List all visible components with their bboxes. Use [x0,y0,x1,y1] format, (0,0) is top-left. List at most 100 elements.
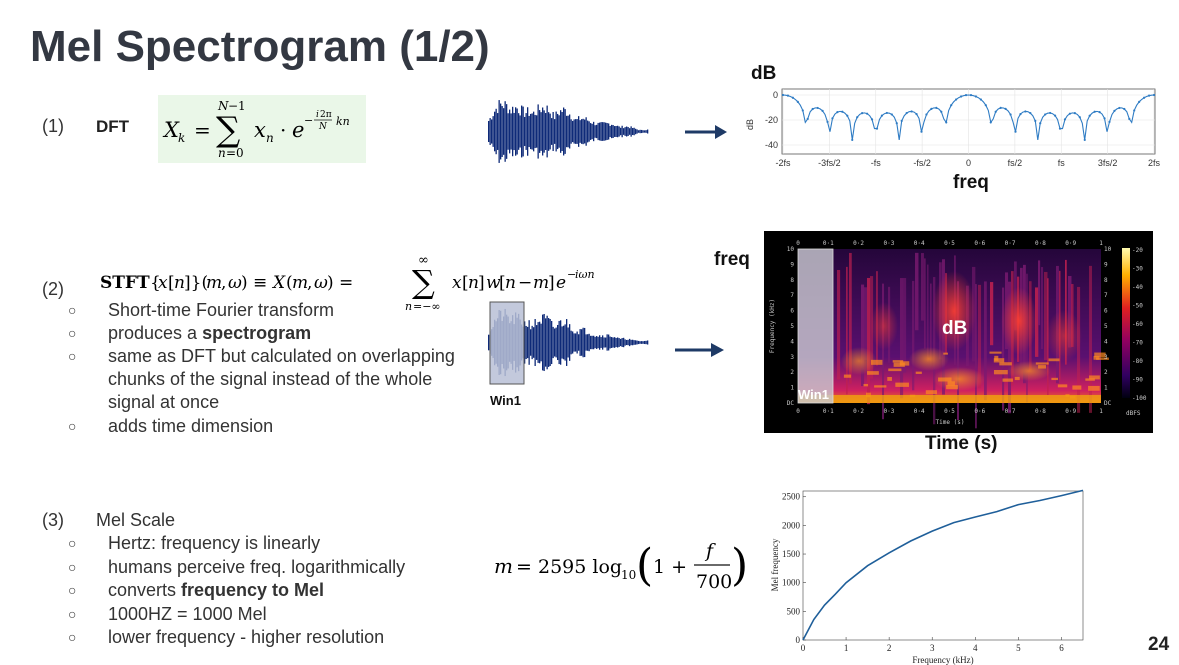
dft-sample-point [786,94,790,97]
colorbar [1122,248,1130,398]
spectrogram-y-tick: 4 [790,338,794,345]
waveform-sample [618,338,620,347]
svg-text:,: , [307,273,312,293]
spectrogram-harmonic [993,369,1008,375]
waveform-sample [602,122,604,141]
waveform-sample [518,113,520,150]
svg-text:N: N [217,99,229,113]
waveform-sample [596,124,598,139]
waveform-sample [617,125,619,138]
spectrogram-y-tick: 3 [790,354,794,361]
spectrogram-x-tick-top: 0·9 [1065,240,1076,247]
colorbar-tick: -40 [1132,284,1143,291]
waveform-sample [515,107,517,156]
waveform-sample [585,117,587,146]
waveform-sample [519,115,521,148]
svg-text:m: m [206,273,222,293]
spectrogram-x-tick: 0·9 [1065,408,1076,415]
mel-y-tick: 2500 [782,492,801,502]
waveform-sample [642,341,644,344]
mel-formula: m = 2595 log 10 ( 1 + f 700 ) [494,540,748,593]
dft-sample-point [1014,130,1017,133]
dft-sample-point [1049,111,1052,115]
dft-sample-point [1118,106,1121,110]
spectrogram-y-tick: 1 [790,385,794,392]
waveform-sample [560,320,562,365]
svg-text:∞: ∞ [418,253,429,268]
dft-sample-point [974,95,978,98]
dft-sample-point [930,107,933,110]
waveform-sample [533,327,535,358]
mel-x-tick: 4 [973,643,978,653]
waveform-sample [587,334,589,351]
waveform-sample [575,119,577,144]
spectrogram-y-tick: 8 [790,277,794,284]
dft-x-tick: -fs/2 [913,158,931,168]
waveform-sample [491,119,493,144]
spectrogram-streak [900,278,904,399]
dft-sample-point [1024,110,1027,113]
section-2-number: (2) [42,279,64,299]
section-1-label: DFT [96,117,130,136]
waveform-sample [609,125,611,138]
spectrogram-streak [867,277,871,405]
waveform-sample [573,119,575,144]
waveform-sample [572,120,574,143]
mel-chart: 0 1 2 3 4 5 6 0 500 1000 1500 2000 2500 Frequency (k… [770,489,1084,665]
waveform-sample [641,341,643,344]
waveform-sample [612,337,614,348]
waveform-sample [623,128,625,135]
waveform-sample [594,125,596,138]
waveform-sample [549,113,551,150]
section-3-number: (3) [42,510,64,530]
dft-sample-point [821,109,824,113]
dft-sample-point [1058,127,1062,130]
waveform-sample [572,331,574,354]
list-item: ○ lower frequency - higher resolution [68,627,385,647]
colorbar-tick: -50 [1132,303,1143,310]
svg-text:f: f [704,540,716,562]
svg-text:=0: =0 [226,146,244,160]
window-highlight [489,301,525,385]
waveform-sample [639,129,641,134]
waveform-sample [548,318,550,367]
svg-text:n: n [505,273,516,293]
spectrogram-x-axis-title: Time (s) [936,419,965,426]
svg-text:m: m [292,273,308,293]
dft-sample-point [1029,111,1032,115]
svg-text:kn: kn [336,115,350,128]
waveform-sample [635,340,637,345]
waveform-sample [504,101,506,162]
dft-sample-point [816,106,819,110]
waveform-sample [602,335,604,350]
mel-x-tick: 3 [930,643,935,653]
spectrogram-y-tick-right: 10 [1104,246,1112,253]
spectrogram-y-tick-right: 4 [1104,338,1108,345]
waveform-sample [581,119,583,144]
spectrogram-x-tick: 0·5 [944,408,955,415]
colorbar-tick: -70 [1132,340,1143,347]
spectrogram-streak [903,278,907,373]
waveform-sample [576,119,578,144]
waveform-sample [615,125,617,138]
dft-sample-point [895,122,898,125]
mel-x-tick: 6 [1059,643,1064,653]
waveform-sample [537,322,539,363]
waveform-sample [635,128,637,135]
waveform-sample [618,126,620,137]
waveform-sample [611,337,613,348]
waveform-sample [584,327,586,358]
waveform-sample [545,318,547,367]
dft-sample-point [905,111,908,115]
dft-sample-point [940,110,943,113]
spectrogram-streak [915,252,919,331]
dft-sample-point [969,94,973,97]
mel-y-tick: 0 [796,635,801,645]
waveform-sample [566,115,568,148]
waveform-sample [528,320,530,365]
spectrogram-y-tick-right: 7 [1104,292,1108,299]
waveform-sample [539,321,541,364]
svg-text:x: x [254,118,266,142]
dft-plot: 0 -20 -40 -2fs -3fs/2 -fs -fs/2 0 fs/2 fs 3fs/2… [765,88,1160,168]
waveform-sample [498,100,500,163]
